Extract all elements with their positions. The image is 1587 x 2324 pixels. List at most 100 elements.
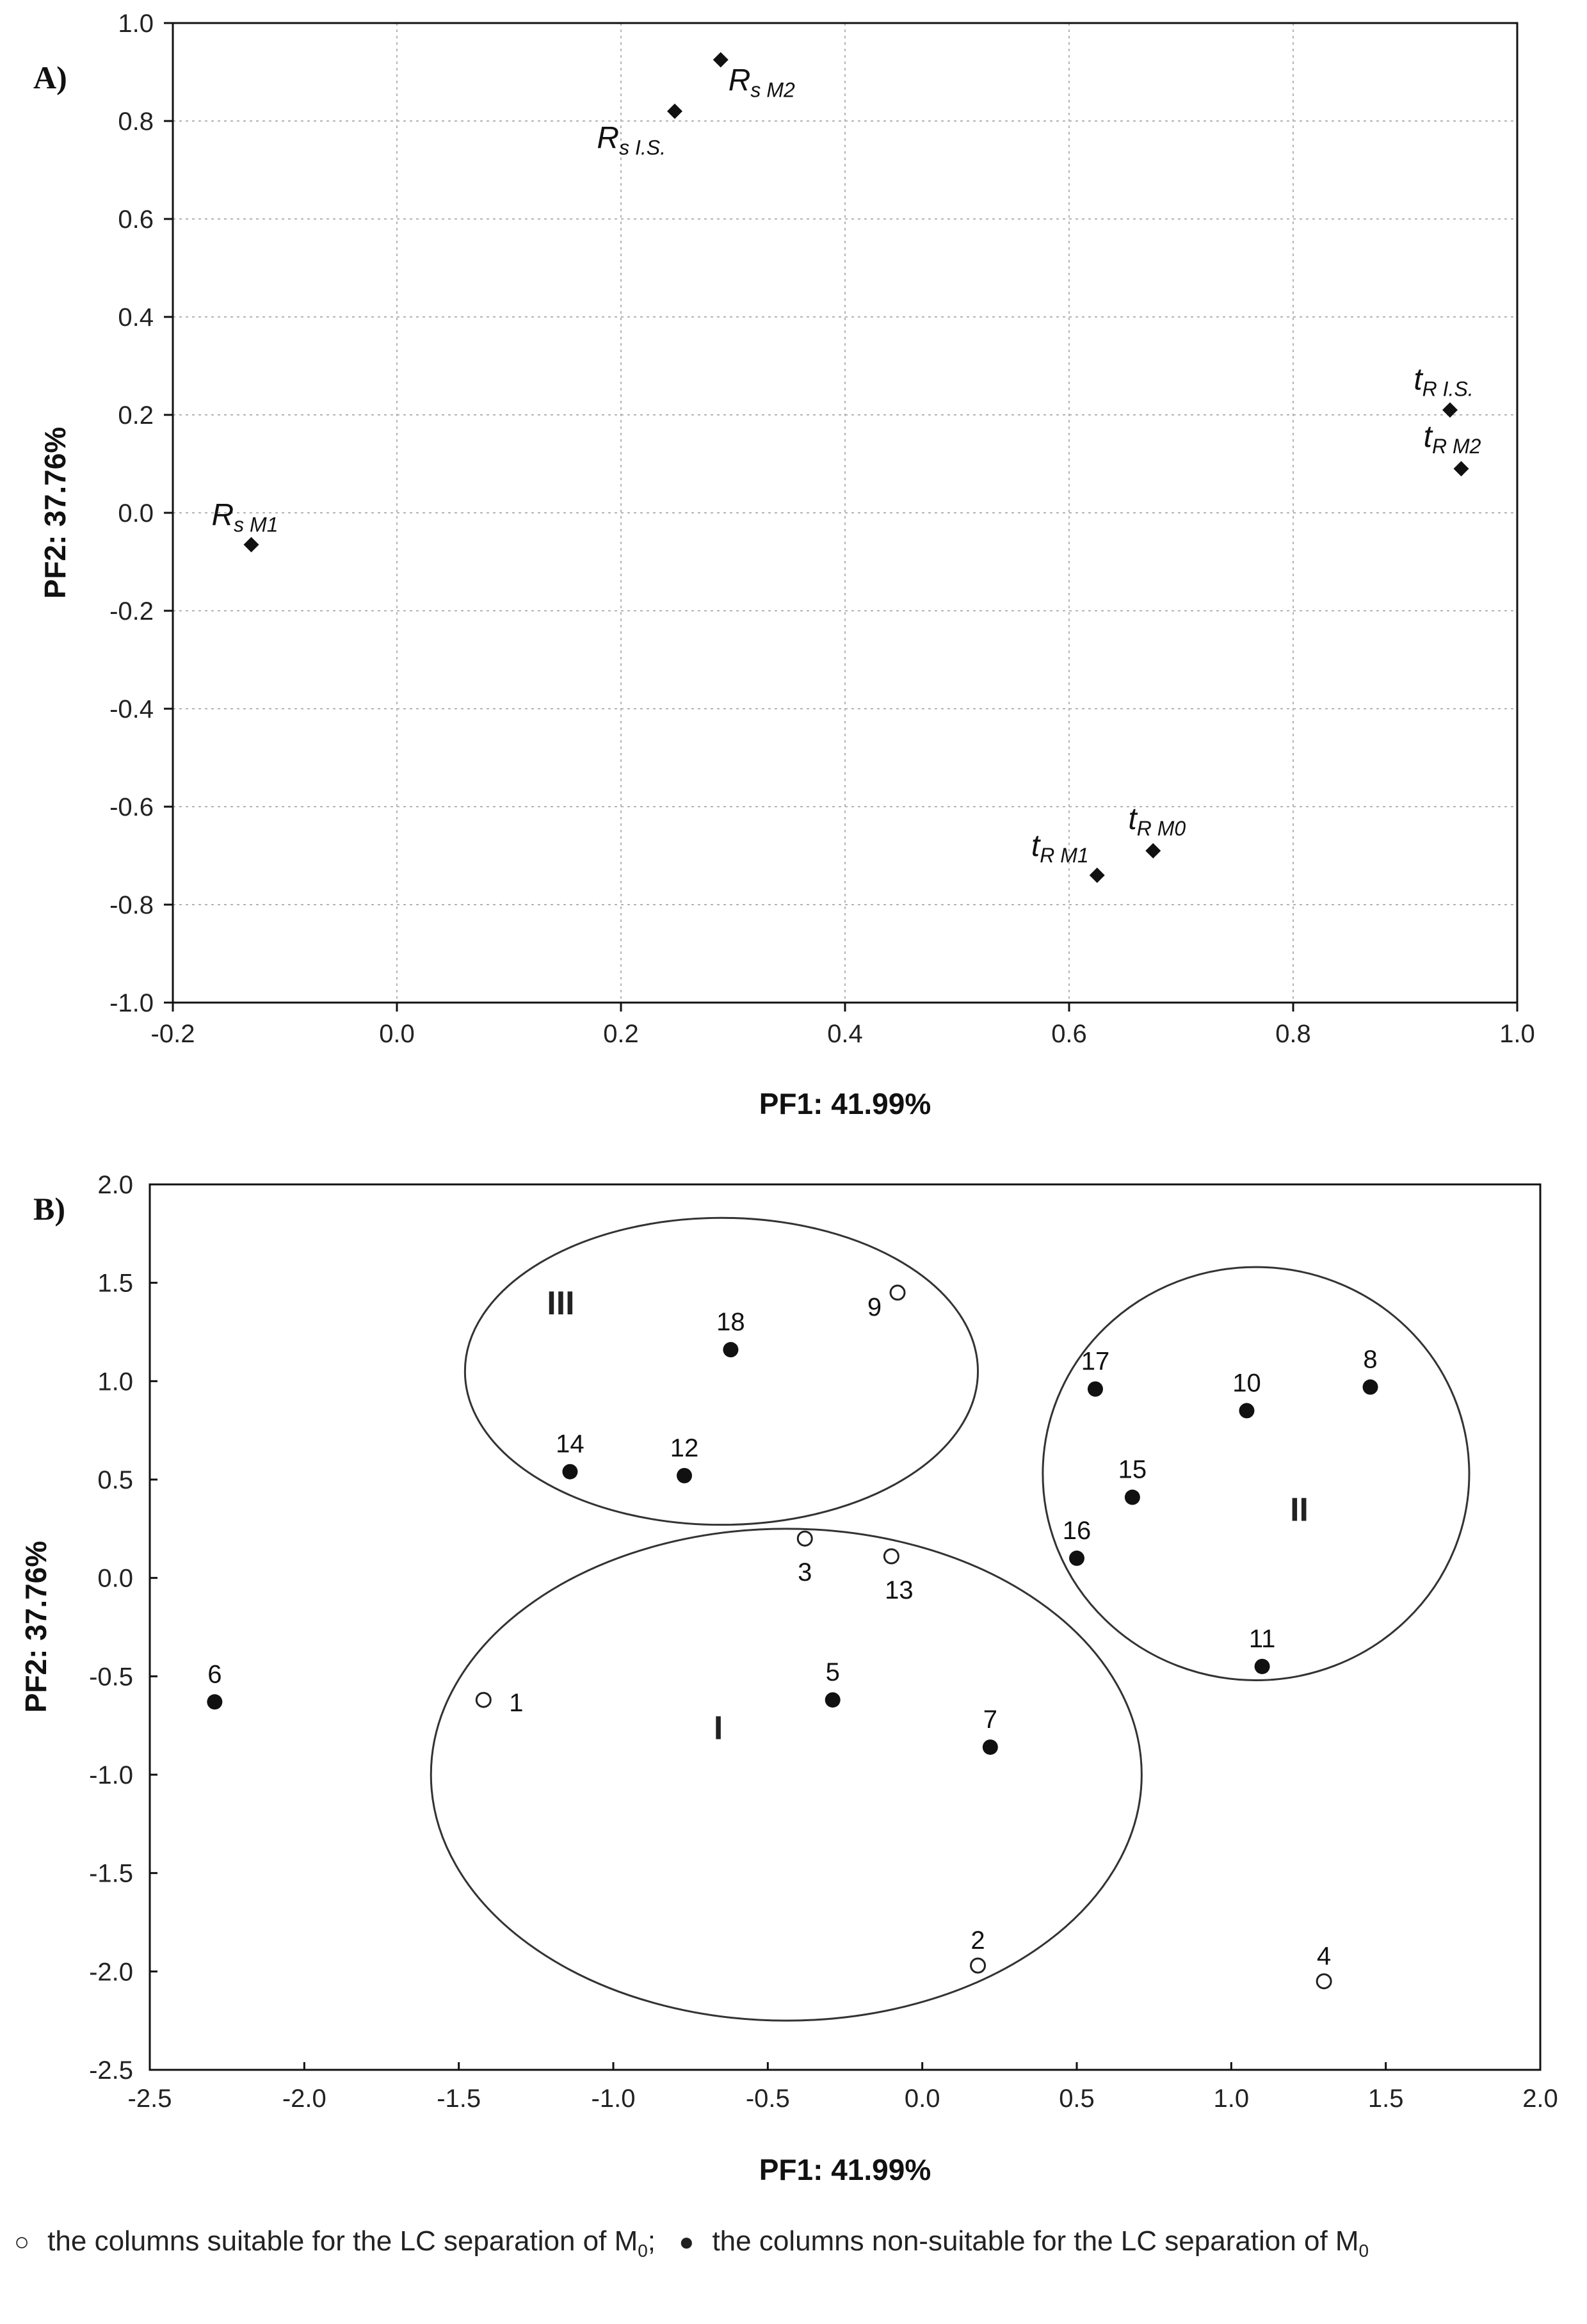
panel-b-x-tick-label: 0.5: [1059, 2085, 1095, 2113]
panel-b-y-tick-label: -1.0: [89, 1761, 133, 1789]
panel-a-y-axis-label: PF2: 37.76%: [38, 427, 72, 599]
panel-a-y-tick-label: 0.2: [118, 401, 154, 430]
variable-label: tR M2: [1424, 420, 1481, 458]
legend: ○ the columns suitable for the LC separat…: [8, 2218, 1570, 2274]
point-label: 5: [826, 1658, 840, 1686]
panel-b-label: B): [33, 1191, 65, 1227]
panel-a-x-tick-label: 0.4: [827, 1020, 863, 1048]
panel-b-x-tick-label: -1.0: [592, 2085, 636, 2113]
point-label: 6: [207, 1660, 222, 1688]
panel-a-y-tick-label: -1.0: [109, 989, 154, 1017]
variable-marker: [713, 52, 729, 68]
variable-label: Rs I.S.: [597, 122, 666, 159]
nonsuitable-column-point: [1239, 1403, 1255, 1419]
open-circle-icon: ○: [14, 2228, 30, 2256]
cluster-label: I: [714, 1710, 723, 1747]
point-label: 1: [509, 1689, 523, 1717]
filled-circle-icon: ●: [679, 2228, 695, 2256]
panel-b-y-axis-label: PF2: 37.76%: [19, 1541, 52, 1713]
panel-a-x-tick-label: 0.8: [1275, 1020, 1311, 1048]
variable-label: Rs M1: [211, 499, 278, 537]
panel-b-y-tick-label: 2.0: [97, 1171, 133, 1199]
nonsuitable-column-point: [1254, 1658, 1270, 1674]
point-label: 4: [1317, 1942, 1331, 1971]
panel-b-plot-frame: [149, 1183, 1542, 2071]
variable-label: tR M1: [1031, 829, 1089, 867]
panel-a-y-tick-label: 0.6: [118, 206, 154, 234]
legend-suitable-subscript: 0: [638, 2240, 648, 2261]
panel-a-x-tick-label: 0.0: [379, 1020, 415, 1048]
variable-marker: [243, 537, 259, 553]
panel-a-x-ticks: -0.2 0.0 0.2 0.4 0.6 0.8 1.0: [151, 1003, 1535, 1048]
panel-a-y-tick-label: -0.2: [109, 597, 154, 625]
variable-marker: [1453, 461, 1469, 477]
nonsuitable-column-point: [982, 1739, 998, 1755]
point-label: 2: [971, 1926, 985, 1955]
panel-a-grid: [173, 23, 1517, 1003]
panel-a-x-tick-label: -0.2: [151, 1020, 195, 1048]
panel-a-y-tick-label: 0.0: [118, 499, 154, 528]
panel-a-x-tick-label: 1.0: [1499, 1020, 1535, 1048]
panel-a-y-tick-label: -0.4: [109, 695, 154, 723]
panel-b-y-tick-label: 1.5: [97, 1270, 133, 1298]
panel-a: A) -0.2 0.0 0.2 0.4 0.6 0.8 1.0 1.0 0.8 0.6 0.4 0.…: [33, 10, 1535, 1120]
panel-b-y-tick-label: 0.5: [97, 1466, 133, 1494]
nonsuitable-column-point: [1087, 1381, 1103, 1397]
nonsuitable-column-point: [1362, 1379, 1378, 1395]
legend-nonsuitable-text: the columns non-suitable for the LC sepa…: [712, 2225, 1359, 2257]
variable-label: tR I.S.: [1414, 362, 1473, 400]
panel-a-points: Rs M2 Rs I.S. Rs M1 tR I.S. tR M2 tR M0 tR M1: [211, 52, 1481, 884]
nonsuitable-column-point: [677, 1467, 693, 1483]
variable-label: Rs M2: [729, 63, 795, 101]
panel-a-y-tick-label: -0.6: [109, 793, 154, 821]
point-label: 17: [1081, 1348, 1110, 1376]
panel-a-y-ticks: 1.0 0.8 0.6 0.4 0.2 0.0 -0.2 -0.4 -0.6 -0.8 -1.0: [109, 10, 173, 1017]
suitable-column-point: [1316, 1973, 1332, 1990]
point-label: 9: [867, 1293, 882, 1321]
point-label: 16: [1063, 1517, 1092, 1545]
nonsuitable-column-point: [825, 1692, 841, 1708]
panel-b-x-tick-label: 0.0: [905, 2085, 940, 2113]
variable-marker: [1442, 402, 1458, 418]
panel-b-x-tick-label: -1.5: [437, 2085, 481, 2113]
point-label: 8: [1363, 1346, 1377, 1374]
panel-b-y-tick-label: -2.5: [89, 2056, 133, 2085]
nonsuitable-column-point: [723, 1342, 739, 1358]
legend-suitable: the columns suitable for the LC separati…: [47, 2225, 656, 2261]
cluster-label: II: [1290, 1492, 1309, 1529]
suitable-column-point: [889, 1284, 906, 1301]
cluster-label: III: [547, 1285, 574, 1322]
panel-a-x-tick-label: 0.2: [603, 1020, 639, 1048]
point-label: 15: [1118, 1456, 1147, 1484]
panel-b-y-tick-label: 0.0: [97, 1565, 133, 1593]
point-label: 14: [556, 1430, 584, 1458]
legend-suitable-text: the columns suitable for the LC separati…: [47, 2225, 638, 2257]
panel-b-x-tick-label: 2.0: [1522, 2085, 1558, 2113]
variable-marker: [667, 103, 682, 119]
point-label: 3: [798, 1558, 812, 1586]
panel-a-y-tick-label: -0.8: [109, 891, 154, 919]
point-label: 13: [885, 1576, 914, 1604]
panel-b-x-tick-label: -2.5: [128, 2085, 172, 2113]
panel-b-x-tick-label: -0.5: [746, 2085, 790, 2113]
legend-nonsuitable-subscript: 0: [1358, 2240, 1369, 2261]
point-label: 18: [716, 1308, 745, 1336]
panel-a-x-tick-label: 0.6: [1051, 1020, 1087, 1048]
nonsuitable-column-point: [1124, 1489, 1140, 1505]
nonsuitable-column-point: [1069, 1550, 1084, 1566]
panel-b-x-tick-label: 1.5: [1368, 2085, 1404, 2113]
cluster-ellipse-iii: [463, 1216, 979, 1526]
panel-b-x-ticks: -2.5 -2.0 -1.5 -1.0 -0.5 0.0 0.5 1.0 1.5 2.0: [128, 2062, 1558, 2113]
panel-b-y-ticks: 2.0 1.5 1.0 0.5 0.0 -0.5 -1.0 -1.5 -2.0 -2.5: [89, 1171, 157, 2085]
panel-a-x-axis-label: PF1: 41.99%: [759, 1087, 931, 1120]
nonsuitable-column-point: [562, 1464, 578, 1480]
cluster-ellipse-i: [430, 1528, 1143, 2022]
point-label: 11: [1249, 1625, 1276, 1653]
point-label: 12: [670, 1434, 699, 1462]
panel-b-y-tick-label: -0.5: [89, 1663, 133, 1691]
legend-suitable-end: ;: [647, 2225, 656, 2257]
